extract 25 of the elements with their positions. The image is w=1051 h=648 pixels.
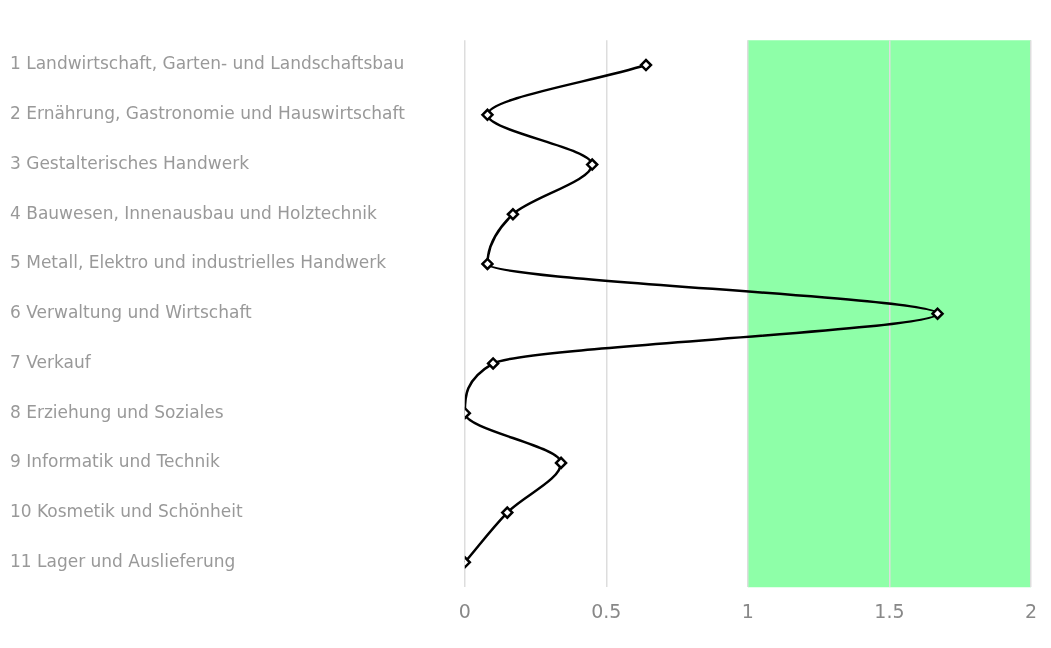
y-tick-label: 3 Gestalterisches Handwerk bbox=[10, 152, 250, 173]
y-tick-label: 9 Informatik und Technik bbox=[10, 451, 221, 472]
x-tick-label: 2 bbox=[1024, 599, 1037, 622]
point bbox=[554, 456, 568, 470]
point bbox=[481, 257, 494, 271]
y-tick-label: 10 Kosmetik und Schönheit bbox=[10, 501, 244, 522]
point bbox=[639, 58, 653, 72]
x-tick-label: 0.5 bbox=[591, 599, 622, 622]
y-tick-label: 8 Erziehung und Soziales bbox=[10, 401, 224, 422]
y-tick-label: 2 Ernährung, Gastronomie und Hauswirtschaft bbox=[10, 103, 406, 124]
point bbox=[486, 357, 500, 370]
point bbox=[506, 208, 520, 221]
point bbox=[585, 158, 599, 171]
y-tick-label: 7 Verkauf bbox=[10, 351, 92, 372]
x-tick-label: 1.5 bbox=[874, 599, 905, 622]
point bbox=[481, 108, 494, 122]
x-tick-label: 0 bbox=[458, 599, 471, 622]
point bbox=[931, 307, 944, 320]
y-tick-label: 11 Lager und Auslieferung bbox=[10, 550, 236, 571]
y-tick-label: 1 Landwirtschaft, Garten- und Landschaftsbau bbox=[10, 53, 405, 74]
x-tick-label: 1 bbox=[741, 599, 754, 622]
y-tick-label: 4 Bauwesen, Innenausbau und Holztechnik bbox=[10, 202, 377, 223]
point bbox=[501, 506, 514, 519]
y-tick-label: 5 Metall, Elektro und industrielles Handwerk bbox=[10, 252, 387, 273]
y-tick-label: 6 Verwaltung und Wirtschaft bbox=[10, 302, 253, 323]
